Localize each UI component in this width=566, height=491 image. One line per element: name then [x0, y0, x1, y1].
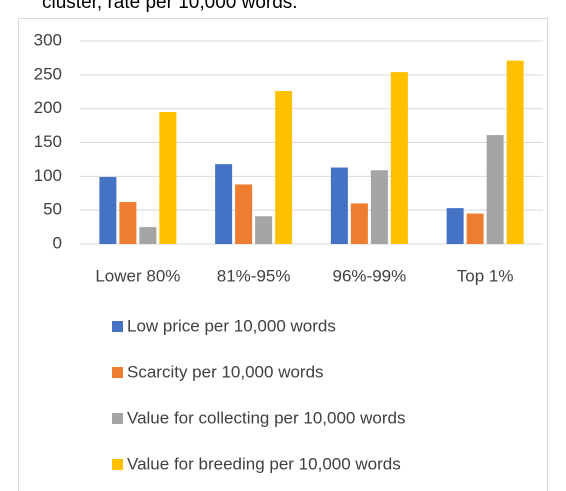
bar	[255, 216, 273, 244]
title-backdrop	[30, 0, 370, 17]
legend-label: Scarcity per 10,000 words	[127, 362, 324, 381]
legend-swatch	[112, 367, 123, 378]
y-tick-label: 300	[34, 30, 62, 49]
bar	[466, 213, 484, 244]
bar	[390, 72, 408, 244]
legend-label: Value for breeding per 10,000 words	[127, 454, 401, 473]
x-tick-label: 81%-95%	[217, 266, 291, 285]
y-tick-label: 200	[34, 98, 62, 117]
x-tick-label: Top 1%	[457, 266, 514, 285]
bar	[446, 208, 464, 244]
bar	[139, 227, 157, 244]
bar	[506, 60, 524, 244]
bar	[159, 112, 177, 244]
chart-title: cluster, rate per 10,000 words.	[42, 0, 298, 13]
bar	[486, 135, 504, 244]
bar	[215, 164, 233, 244]
bar	[330, 167, 348, 244]
bar	[350, 203, 368, 244]
legend-swatch	[112, 321, 123, 332]
legend-swatch	[112, 459, 123, 470]
y-tick-label: 150	[34, 132, 62, 151]
bar	[119, 202, 137, 244]
y-tick-label: 50	[43, 200, 62, 219]
y-tick-label: 100	[34, 166, 62, 185]
y-tick-label: 250	[34, 64, 62, 83]
bar	[370, 170, 388, 244]
y-tick-label: 0	[53, 233, 62, 252]
legend-swatch	[112, 413, 123, 424]
bar	[235, 184, 253, 244]
bar	[99, 177, 117, 244]
legend-label: Value for collecting per 10,000 words	[127, 408, 405, 427]
legend-label: Low price per 10,000 words	[127, 316, 336, 335]
bar	[275, 91, 293, 244]
x-tick-label: Lower 80%	[95, 266, 180, 285]
x-tick-label: 96%-99%	[333, 266, 407, 285]
